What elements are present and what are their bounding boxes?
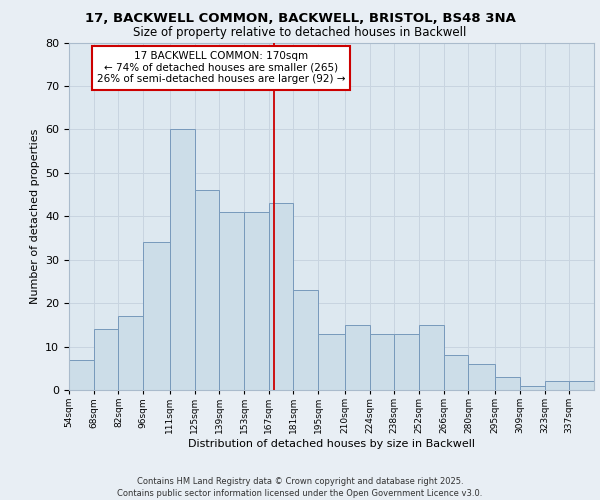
Bar [569, 382, 594, 390]
Text: Size of property relative to detached houses in Backwell: Size of property relative to detached ho… [133, 26, 467, 39]
Bar [370, 334, 394, 390]
Bar [269, 203, 293, 390]
Bar [69, 360, 94, 390]
Bar [219, 212, 244, 390]
Text: Contains HM Land Registry data © Crown copyright and database right 2025.
Contai: Contains HM Land Registry data © Crown c… [118, 476, 482, 498]
X-axis label: Distribution of detached houses by size in Backwell: Distribution of detached houses by size … [188, 439, 475, 449]
Bar [444, 355, 469, 390]
Bar [293, 290, 318, 390]
Bar [170, 130, 194, 390]
Bar [244, 212, 269, 390]
Bar [419, 325, 444, 390]
Bar [469, 364, 495, 390]
Bar [495, 377, 520, 390]
Bar [545, 382, 569, 390]
Bar [94, 329, 118, 390]
Bar [394, 334, 419, 390]
Text: 17 BACKWELL COMMON: 170sqm
← 74% of detached houses are smaller (265)
26% of sem: 17 BACKWELL COMMON: 170sqm ← 74% of deta… [97, 51, 345, 84]
Bar [318, 334, 345, 390]
Y-axis label: Number of detached properties: Number of detached properties [29, 128, 40, 304]
Text: 17, BACKWELL COMMON, BACKWELL, BRISTOL, BS48 3NA: 17, BACKWELL COMMON, BACKWELL, BRISTOL, … [85, 12, 515, 26]
Bar [194, 190, 219, 390]
Bar [345, 325, 370, 390]
Bar [143, 242, 170, 390]
Bar [520, 386, 545, 390]
Bar [118, 316, 143, 390]
